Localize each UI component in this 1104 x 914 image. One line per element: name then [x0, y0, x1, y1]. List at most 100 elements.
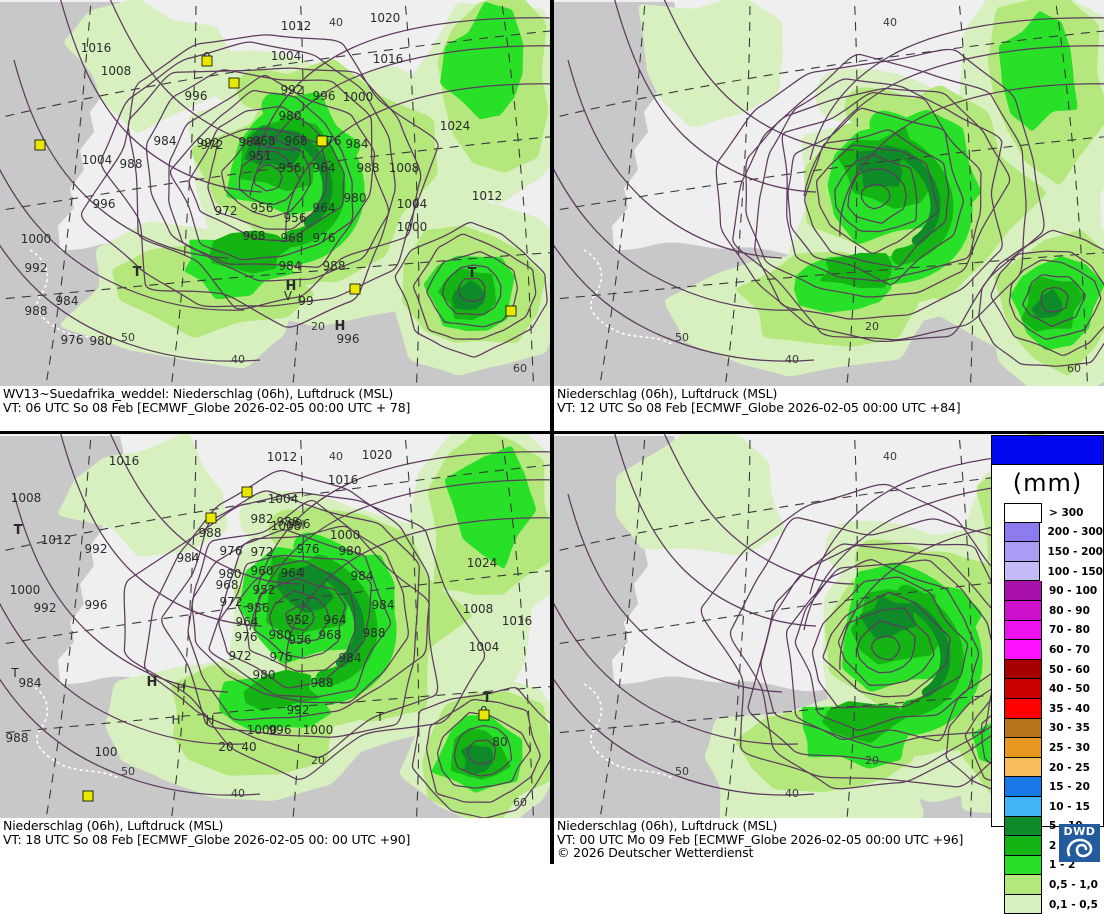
map-canvas-2[interactable]: 9940102010241012101610161000100499210121…: [554, 0, 1104, 386]
isobar-label: 964: [313, 161, 336, 175]
legend-row: 30 - 35: [1004, 718, 1103, 739]
isobar-label: 976: [61, 333, 84, 347]
legend-row: 25 - 30: [1004, 738, 1103, 758]
latitude-labels: 40 50 20 40 60: [121, 450, 527, 809]
isobar-label: T: [375, 710, 384, 724]
legend-label: > 300: [1049, 506, 1084, 519]
isobar-label: 964: [281, 566, 304, 580]
legend-row: 0,1 - 0,5: [1004, 894, 1103, 914]
legend-label: 70 - 80: [1049, 624, 1090, 637]
isobar-label: 992: [287, 703, 310, 717]
isobar-label: 1016: [373, 52, 404, 66]
legend-row: 50 - 60: [1004, 659, 1103, 680]
isobar-label: 988: [199, 526, 222, 540]
latitude-label: 40: [329, 450, 343, 463]
legend-row: 150 - 200: [1004, 542, 1103, 562]
isobar-label: 1016: [109, 454, 140, 468]
graticule: [0, 0, 550, 386]
isobar-label: 1016: [502, 614, 533, 628]
isobar-label: 1012: [472, 189, 503, 203]
copyright-notice: © 2026 Deutscher Wetterdienst: [557, 845, 754, 861]
station-markers: [34, 55, 517, 317]
pressure-systems: T H T H: [133, 265, 477, 334]
panel-caption-1: WV13~Suedafrika_weddel: Niederschlag (06…: [0, 386, 550, 431]
isobar-label: 988: [25, 304, 48, 318]
panel-top-right[interactable]: 9940102010241012101610161000100499210121…: [554, 0, 1104, 431]
latitude-label: 60: [513, 362, 527, 375]
isobar-label: 972: [229, 649, 252, 663]
legend-swatch: [1004, 640, 1042, 660]
isobar-label: 988: [311, 676, 334, 690]
isobar-label: 956: [251, 201, 274, 215]
legend-row: 0,5 - 1,0: [1004, 875, 1103, 895]
latitude-label: 40: [231, 353, 245, 366]
isobar-label: 984: [56, 294, 79, 308]
high-pressure-marker: H: [335, 319, 346, 334]
legend-row: > 300: [1004, 503, 1103, 523]
latitude-label: 40: [785, 353, 799, 366]
legend-label: 35 - 40: [1049, 702, 1090, 715]
low-pressure-marker: T: [14, 523, 23, 538]
high-pressure-marker: H: [147, 675, 158, 690]
map-canvas-1[interactable]: 1012102010161004101610089996992996100098…: [0, 0, 550, 386]
legend-swatch: [1004, 620, 1042, 641]
isobar-label: 952: [287, 613, 310, 627]
latitude-label: 40: [883, 16, 897, 29]
isobar-label: 1000: [10, 583, 41, 597]
isobar-label: 980: [269, 628, 292, 642]
pressure-systems: T T H: [14, 523, 492, 706]
legend-label: 60 - 70: [1049, 643, 1090, 656]
latitude-label: 40: [231, 787, 245, 800]
isobar-label: 996: [185, 89, 208, 103]
isobar-label: 988: [323, 259, 346, 273]
isobar-label: 982: [251, 512, 274, 526]
isobar-label: 988: [363, 626, 386, 640]
isobar-label: 984: [346, 137, 369, 151]
isobar-label: 988: [6, 731, 29, 745]
isobar-label: 1020: [362, 448, 393, 462]
isobar-label: 968: [253, 134, 276, 148]
isobar-label: 40: [241, 740, 256, 754]
isobar-label: 968: [281, 231, 304, 245]
latitude-label: 40: [329, 16, 343, 29]
station-marker: [349, 283, 361, 295]
legend-row: 40 - 50: [1004, 679, 1103, 699]
isobar-label: 1016: [81, 41, 112, 55]
legend-label: 90 - 100: [1049, 585, 1098, 598]
legend-row: 15 - 20: [1004, 777, 1103, 797]
isobar-label: 984: [351, 569, 374, 583]
isobar-label: 1000: [247, 723, 278, 737]
panel-bottom-left[interactable]: 1016 1012 1020 1016 1004 1008 1008 T 1012 1000 982…: [0, 434, 550, 864]
pressure-labels: 1012102010161004101610089996992996100098…: [21, 11, 503, 348]
isobar-label: 1000: [303, 723, 334, 737]
isobar-label: 968: [216, 578, 239, 592]
isobar-label: 1012: [41, 533, 72, 547]
isobar-label: 976: [220, 544, 243, 558]
latitude-labels: 40 50 20 40 60: [121, 16, 527, 375]
latitude-label: 40: [883, 450, 897, 463]
isobar-label: 1004: [271, 49, 302, 63]
legend-label: 0,5 - 1,0: [1049, 879, 1098, 892]
weather-map-svg: 1012102010161004101610089996992996100098…: [0, 0, 550, 386]
legend-swatch: [1004, 659, 1042, 680]
legend-swatch: [1004, 698, 1042, 719]
isobar-label: 1004: [397, 197, 428, 211]
isobar-label: 968: [243, 229, 266, 243]
map-canvas-3[interactable]: 1016 1012 1020 1016 1004 1008 1008 T 1012 1000 982…: [0, 434, 550, 818]
station-marker: [201, 55, 213, 67]
isobar-label: 980: [253, 668, 276, 682]
precipitation-field: [58, 434, 550, 818]
isobar-label: 996: [288, 517, 311, 531]
isobar-label: 976: [313, 231, 336, 245]
station-marker: [478, 709, 490, 721]
isobar-label: 996: [337, 332, 360, 346]
isobar-label: 100: [95, 745, 118, 759]
dwd-logo: DWD: [1059, 824, 1100, 862]
panel-top-left[interactable]: 1012102010161004101610089996992996100098…: [0, 0, 550, 431]
latitude-label: 20: [865, 320, 879, 333]
legend-header-bar: [992, 436, 1103, 465]
isobar-label: 988: [120, 157, 143, 171]
isobar-label: 1000: [397, 220, 428, 234]
